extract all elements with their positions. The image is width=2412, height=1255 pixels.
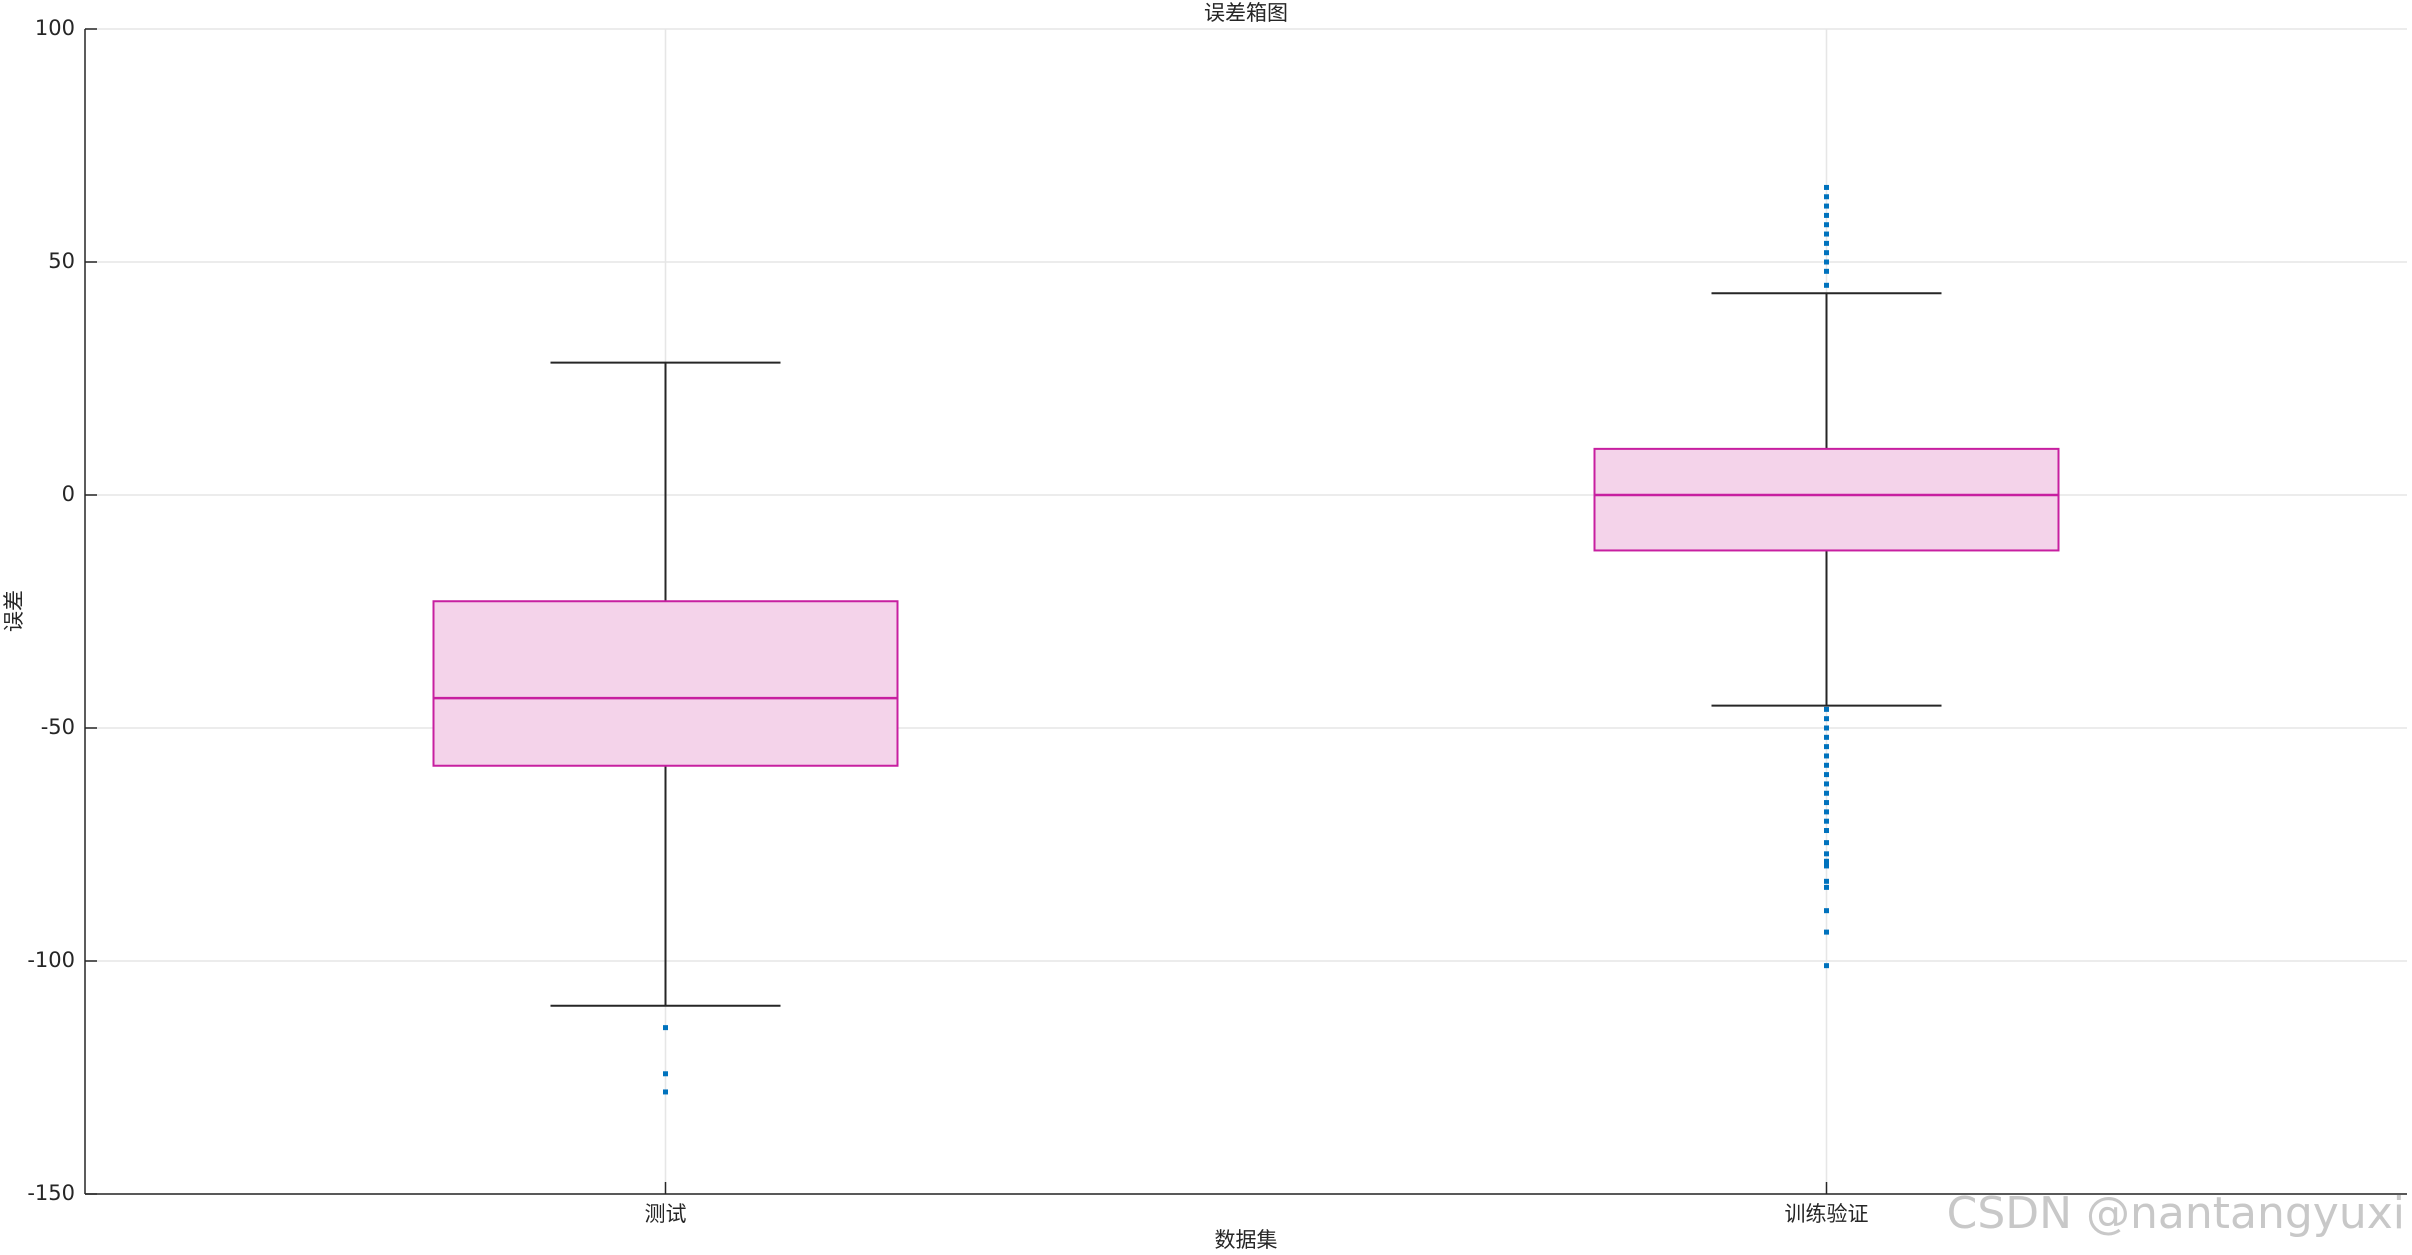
outlier — [1824, 772, 1829, 778]
y-tick-label: -150 — [27, 1181, 75, 1205]
outlier — [1824, 212, 1829, 218]
outlier — [1824, 878, 1829, 884]
outlier — [1824, 929, 1829, 935]
outlier — [1824, 203, 1829, 209]
outlier — [1824, 282, 1829, 288]
outlier — [1824, 884, 1829, 890]
outlier — [1824, 222, 1829, 228]
outlier — [1824, 706, 1829, 712]
outlier — [1824, 184, 1829, 190]
y-tick-label: -100 — [27, 948, 75, 972]
outlier — [1824, 716, 1829, 722]
outlier — [1824, 231, 1829, 237]
outlier — [663, 1089, 668, 1095]
outlier — [1824, 744, 1829, 750]
outlier — [1824, 800, 1829, 806]
outlier — [1824, 809, 1829, 815]
outlier — [663, 1025, 668, 1031]
x-tick-label: 测试 — [645, 1202, 687, 1226]
outlier — [1824, 259, 1829, 265]
outlier — [1824, 753, 1829, 759]
outlier — [1824, 725, 1829, 731]
outlier — [1824, 790, 1829, 796]
outlier — [1824, 863, 1829, 869]
outlier — [1824, 734, 1829, 740]
y-tick-label: 100 — [35, 16, 75, 40]
outlier — [1824, 858, 1829, 864]
y-tick-label: 50 — [48, 249, 75, 273]
outlier — [1824, 268, 1829, 274]
outlier — [1824, 194, 1829, 200]
y-tick-label: -50 — [41, 715, 75, 739]
x-axis-label: 数据集 — [1215, 1228, 1278, 1252]
outlier — [1824, 762, 1829, 768]
outlier — [1824, 240, 1829, 246]
outlier — [1824, 840, 1829, 846]
outlier — [1824, 250, 1829, 256]
outlier — [1824, 908, 1829, 914]
box — [1593, 447, 2060, 552]
chart-title: 误差箱图 — [1204, 1, 1288, 25]
outlier — [1824, 781, 1829, 787]
y-axis-label: 误差 — [2, 590, 26, 632]
y-tick-label: 0 — [62, 482, 75, 506]
box — [432, 600, 899, 767]
outlier — [663, 1071, 668, 1077]
outlier — [1824, 818, 1829, 824]
outlier — [1824, 828, 1829, 834]
x-tick-label: 训练验证 — [1785, 1202, 1869, 1226]
outlier — [1824, 851, 1829, 857]
watermark: CSDN @nantangyuxi — [1947, 1188, 2405, 1239]
outlier — [1824, 963, 1829, 969]
